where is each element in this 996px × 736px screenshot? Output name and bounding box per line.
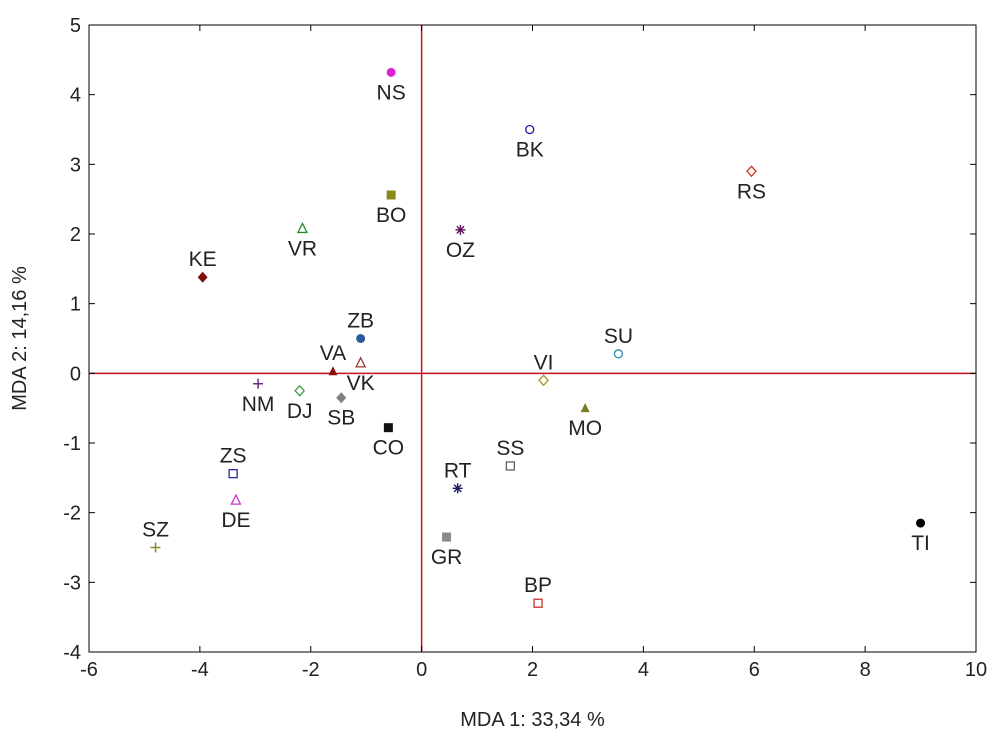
x-tick-label: 4 xyxy=(638,659,649,681)
point-marker xyxy=(328,366,338,376)
point-marker xyxy=(253,378,264,389)
point-label: MO xyxy=(568,417,602,440)
y-tick-label: 0 xyxy=(70,363,81,385)
x-tick-label: 0 xyxy=(416,659,427,681)
x-tick-label: 8 xyxy=(860,659,871,681)
data-point-nm: NM xyxy=(242,378,275,416)
y-tick-label: 4 xyxy=(70,85,81,107)
plot-frame xyxy=(88,24,977,653)
data-point-bo: BO xyxy=(376,190,406,227)
point-marker xyxy=(538,374,549,387)
point-label: SB xyxy=(327,407,355,430)
point-marker xyxy=(197,271,208,283)
data-point-vk: VK xyxy=(347,356,375,395)
point-label: RS xyxy=(737,180,766,203)
y-tick-label: 3 xyxy=(70,154,81,176)
point-marker xyxy=(533,598,543,608)
data-point-va: VA xyxy=(320,342,346,376)
point-label: TI xyxy=(911,532,930,555)
x-tick-label: 6 xyxy=(749,659,760,681)
data-point-bk: BK xyxy=(516,124,544,162)
point-marker xyxy=(525,124,535,135)
data-point-vi: VI xyxy=(534,351,554,387)
x-tick-label: -2 xyxy=(302,659,320,681)
point-label: KE xyxy=(189,248,217,271)
point-label: DE xyxy=(221,509,250,532)
point-label: BP xyxy=(524,574,552,597)
data-point-co: CO xyxy=(373,423,405,460)
point-marker xyxy=(383,423,393,433)
point-marker xyxy=(296,221,308,234)
point-label: VR xyxy=(288,237,317,260)
y-tick-label: -4 xyxy=(63,642,81,664)
data-point-ti: TI xyxy=(911,518,930,555)
point-marker xyxy=(150,542,161,553)
point-marker xyxy=(230,493,242,505)
data-point-zs: ZS xyxy=(220,445,247,479)
x-tick-label: -4 xyxy=(191,659,209,681)
data-point-gr: GR xyxy=(431,532,463,569)
point-marker xyxy=(455,224,466,235)
point-label: SU xyxy=(604,325,633,348)
point-marker xyxy=(294,384,306,397)
point-marker xyxy=(442,532,452,542)
point-marker xyxy=(356,334,366,343)
point-marker xyxy=(746,165,757,178)
point-marker xyxy=(355,356,367,368)
y-tick-label: 2 xyxy=(70,224,81,246)
data-point-zb: ZB xyxy=(347,310,374,343)
point-label: SZ xyxy=(142,519,169,542)
point-marker xyxy=(580,403,590,413)
point-label: BK xyxy=(516,139,544,162)
point-label: CO xyxy=(373,437,405,460)
y-tick-label: -3 xyxy=(63,572,81,594)
data-point-rs: RS xyxy=(737,165,766,203)
x-tick-label: 2 xyxy=(527,659,538,681)
data-point-dj: DJ xyxy=(287,384,313,423)
point-marker xyxy=(386,190,396,200)
y-axis-label: MDA 2: 14,16 % xyxy=(9,266,31,411)
point-label: OZ xyxy=(446,239,475,262)
point-marker xyxy=(228,469,238,479)
point-marker xyxy=(505,461,515,471)
point-label: NS xyxy=(377,81,406,104)
x-tick-label: -6 xyxy=(80,659,98,681)
y-tick-label: 5 xyxy=(70,15,81,37)
data-point-su: SU xyxy=(604,325,633,359)
data-point-sz: SZ xyxy=(142,519,169,553)
point-label: VA xyxy=(320,342,346,365)
point-marker xyxy=(336,392,347,404)
data-point-sb: SB xyxy=(327,392,355,430)
data-point-ss: SS xyxy=(496,437,524,471)
data-point-ns: NS xyxy=(377,67,406,104)
data-point-bp: BP xyxy=(524,574,552,608)
data-point-ke: KE xyxy=(189,248,217,283)
x-axis-label: MDA 1: 33,34 % xyxy=(460,709,605,731)
data-point-rt: RT xyxy=(444,459,472,494)
point-label: ZB xyxy=(347,310,374,333)
point-label: RT xyxy=(444,459,472,482)
point-marker xyxy=(386,67,396,77)
data-point-de: DE xyxy=(221,493,251,532)
point-marker xyxy=(452,483,463,494)
y-tick-label: -1 xyxy=(63,433,81,455)
point-label: NM xyxy=(242,393,275,416)
point-label: ZS xyxy=(220,445,247,468)
point-marker xyxy=(916,518,926,528)
data-point-oz: OZ xyxy=(446,224,475,262)
point-label: VI xyxy=(534,351,554,374)
data-point-vr: VR xyxy=(288,221,317,260)
point-label: GR xyxy=(431,546,463,569)
point-label: BO xyxy=(376,204,406,227)
x-tick-label: 10 xyxy=(965,659,987,681)
point-label: SS xyxy=(496,437,524,460)
point-marker xyxy=(613,349,624,359)
y-tick-label: -2 xyxy=(63,503,81,525)
point-label: VK xyxy=(347,372,375,395)
point-label: DJ xyxy=(287,400,313,423)
data-point-mo: MO xyxy=(568,403,602,440)
y-tick-label: 1 xyxy=(70,294,81,316)
